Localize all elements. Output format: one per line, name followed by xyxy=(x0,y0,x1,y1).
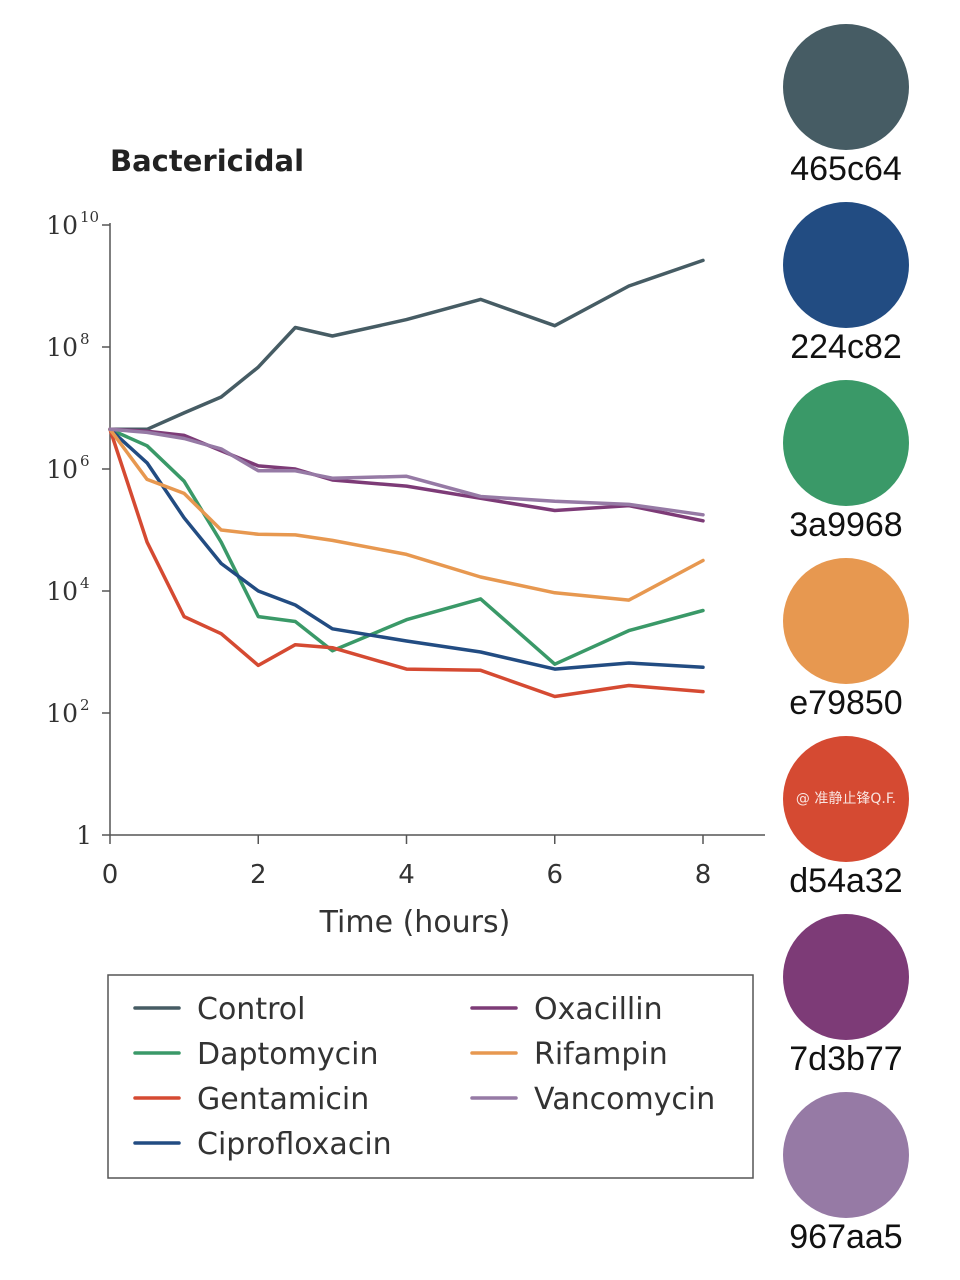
swatch-hex-label: 224c82 xyxy=(790,328,902,366)
swatch-circle xyxy=(783,380,909,506)
series-line-daptomycin xyxy=(108,427,705,666)
series-line-ciprofloxacin xyxy=(108,427,705,671)
legend-label: Rifampin xyxy=(534,1037,668,1072)
swatch-circle xyxy=(783,914,909,1040)
legend-label: Vancomycin xyxy=(534,1082,715,1117)
color-swatch: 224c82 xyxy=(770,202,922,378)
color-swatch: 7d3b77 xyxy=(770,914,922,1090)
legend-label: Oxacillin xyxy=(534,992,663,1027)
y-tick-label: 10 xyxy=(46,577,78,606)
swatch-circle xyxy=(783,202,909,328)
swatch-hex-label: e79850 xyxy=(789,684,903,722)
x-tick-label: 2 xyxy=(250,860,267,890)
color-swatch: e79850 xyxy=(770,558,922,734)
y-tick-label: 10 xyxy=(46,333,78,362)
y-tick-exponent: 6 xyxy=(80,452,90,470)
color-swatch: 967aa5 xyxy=(770,1092,922,1268)
x-tick-label: 4 xyxy=(398,860,415,890)
legend-label: Gentamicin xyxy=(197,1082,369,1117)
x-tick-label: 8 xyxy=(695,860,712,890)
watermark-text: @ 准静止锋Q.F. xyxy=(795,791,897,807)
swatch-circle xyxy=(783,1092,909,1218)
series-line-rifampin xyxy=(108,427,705,602)
legend: Control Oxacillin Daptomycin Rifampin Gentam… xyxy=(107,974,754,1179)
x-tick-label: 6 xyxy=(546,860,563,890)
color-swatch: 465c64 xyxy=(770,24,922,200)
x-axis-label: Time (hours) xyxy=(319,905,511,940)
swatch-hex-label: 7d3b77 xyxy=(789,1040,903,1078)
swatch-circle: @ 准静止锋Q.F. xyxy=(783,736,909,862)
legend-label: Ciprofloxacin xyxy=(197,1127,392,1162)
legend-label: Daptomycin xyxy=(197,1037,378,1072)
series-layer xyxy=(108,258,705,699)
color-swatch: 3a9968 xyxy=(770,380,922,556)
color-swatch: @ 准静止锋Q.F. d54a32 xyxy=(770,736,922,912)
swatch-hex-label: 465c64 xyxy=(790,150,902,188)
y-tick-label: 10 xyxy=(46,699,78,728)
swatch-hex-label: 3a9968 xyxy=(789,506,903,544)
swatch-circle xyxy=(783,558,909,684)
swatch-circle xyxy=(783,24,909,150)
y-tick-label: 10 xyxy=(46,211,78,240)
legend-box xyxy=(107,974,754,1179)
y-tick-exponent: 8 xyxy=(80,330,90,348)
y-tick-label: 10 xyxy=(46,455,78,484)
series-line-control xyxy=(108,258,705,432)
y-tick-exponent: 4 xyxy=(80,574,90,592)
chart-title: Bactericidal xyxy=(110,144,304,178)
y-tick-label: 1 xyxy=(76,821,92,850)
series-line-gentamicin xyxy=(108,427,705,699)
swatch-hex-label: 967aa5 xyxy=(789,1218,903,1256)
swatch-hex-label: d54a32 xyxy=(789,862,903,900)
y-tick-exponent: 10 xyxy=(80,208,99,226)
y-tick-exponent: 2 xyxy=(80,696,90,714)
x-tick-label: 0 xyxy=(102,860,119,890)
color-palette: 465c64 224c82 3a9968 e79850 @ 准静止锋Q.F. d54a32… xyxy=(770,22,960,1268)
series-line-vancomycin xyxy=(108,427,705,517)
legend-label: Control xyxy=(197,992,305,1027)
